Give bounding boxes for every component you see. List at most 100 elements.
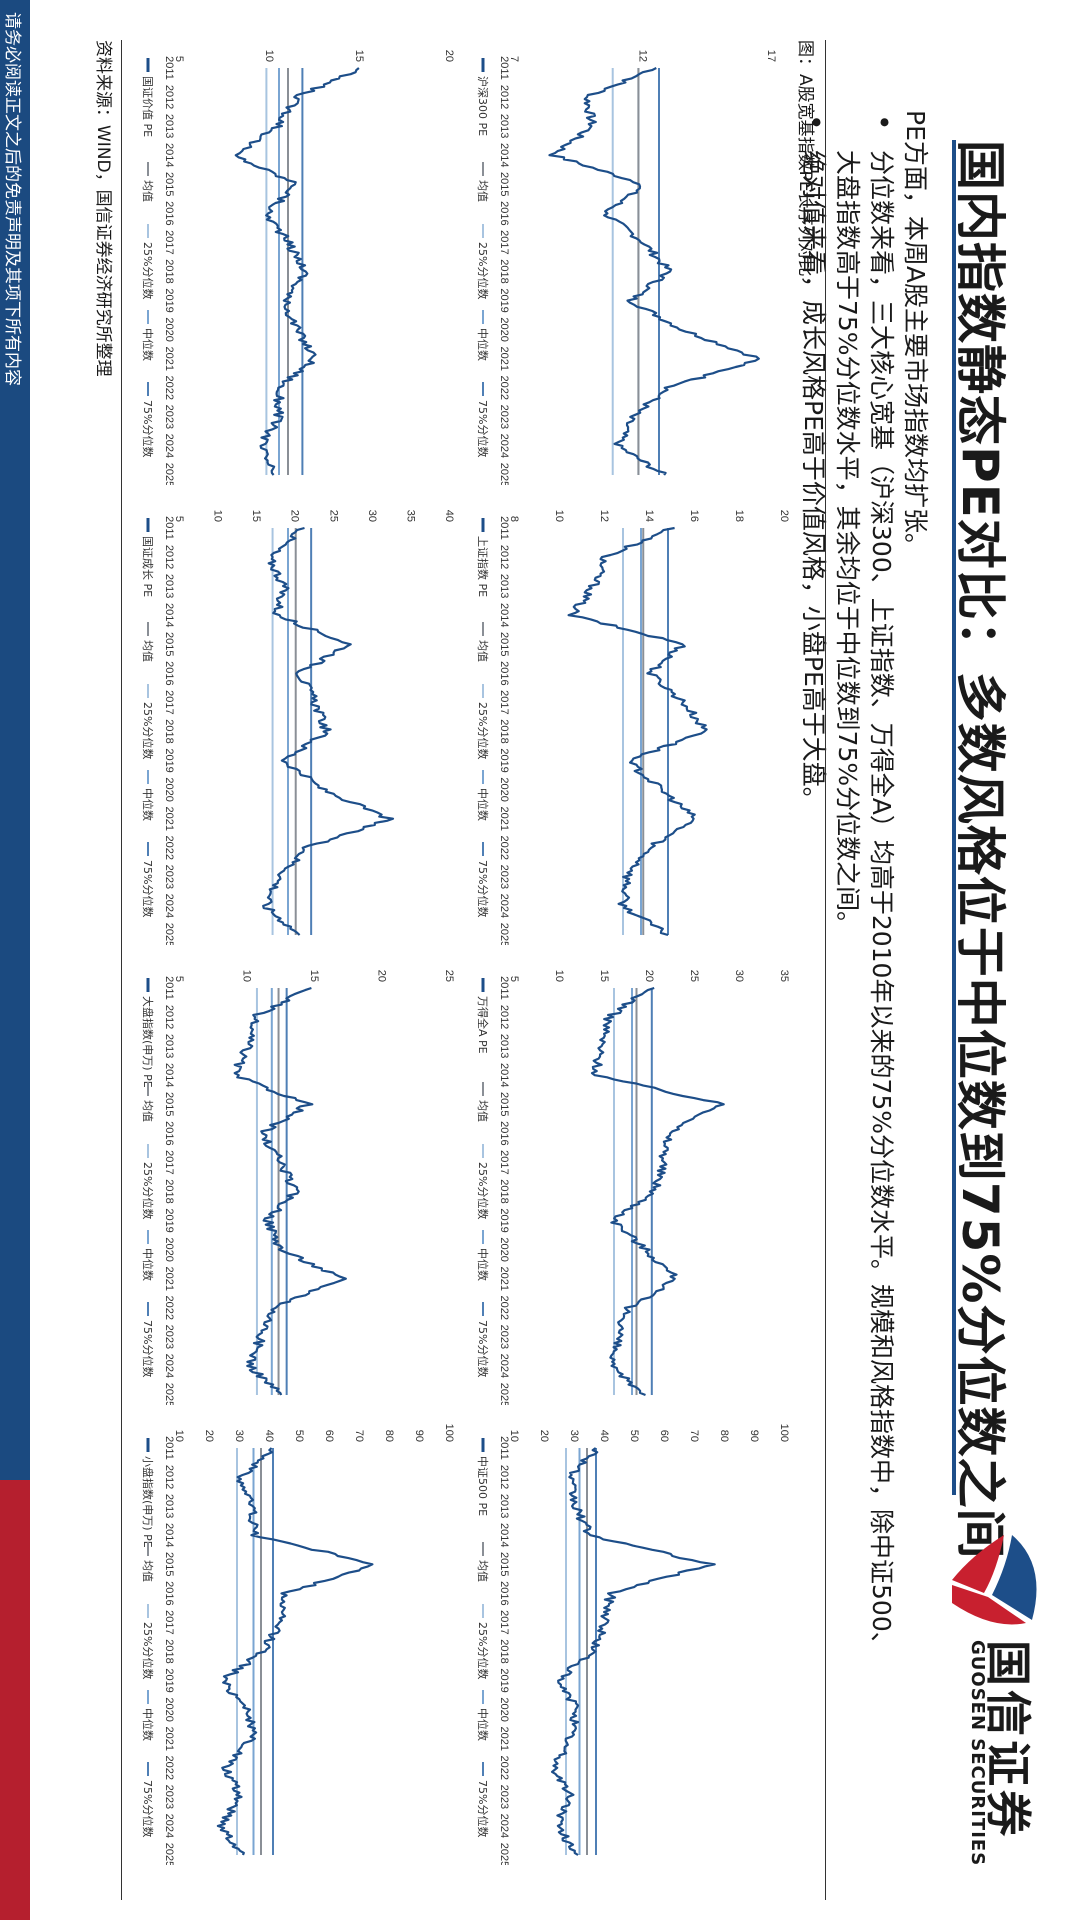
pe-chart-svg: 10 20 30 40 50 60 70 80 90 100 2011 2012 2013 2014 201…: [476, 1424, 790, 1865]
figure-title: 图：A股宽基指数PE长序列对比: [795, 40, 815, 277]
x-tick-label: 2013: [498, 574, 510, 598]
x-tick-label: 2018: [498, 719, 510, 743]
legend-label: 75%分位数: [141, 860, 155, 917]
title-divider: [952, 140, 956, 1495]
y-tick-label: 80: [383, 1430, 395, 1442]
pe-chart-svg: 8 10 12 14 16 18 20 2011 2012 2013 2014 2015 2016 201…: [476, 510, 790, 945]
x-tick-label: 2011: [498, 1436, 510, 1460]
x-tick-label: 2021: [498, 1726, 510, 1750]
legend-label: 中位数: [476, 1248, 490, 1281]
x-tick-label: 2022: [163, 1756, 175, 1780]
x-tick-label: 2014: [498, 1523, 510, 1547]
x-tick-label: 2024: [498, 434, 510, 458]
figure-top-rule: [825, 40, 826, 1900]
x-tick-label: 2012: [163, 545, 175, 569]
y-tick-label: 25: [327, 510, 339, 522]
pe-chart-svg: 10 20 30 40 50 60 70 80 90 100 2011 2012 2013 2014 201…: [141, 1424, 455, 1865]
x-tick-label: 2012: [163, 1465, 175, 1489]
pe-chart-3: 5 10 15 20 25 30 35 2011 2012 2013 2014 2015 2016 201…: [465, 950, 795, 1405]
y-tick-label: 35: [778, 970, 790, 982]
x-tick-label: 2017: [498, 230, 510, 254]
x-tick-label: 2019: [498, 1668, 510, 1692]
x-tick-label: 2023: [498, 1785, 510, 1809]
y-tick-label: 20: [643, 970, 655, 982]
series-line: [262, 526, 395, 936]
x-tick-label: 2014: [163, 143, 175, 167]
x-tick-label: 2013: [498, 114, 510, 138]
y-tick-label: 50: [628, 1430, 640, 1442]
series-line: [590, 986, 725, 1397]
x-tick-label: 2018: [163, 1179, 175, 1203]
y-tick-label: 90: [748, 1430, 760, 1442]
x-tick-label: 2015: [163, 1092, 175, 1116]
x-tick-label: 2025: [498, 463, 510, 485]
x-tick-label: 2012: [498, 85, 510, 109]
x-tick-label: 2019: [163, 1208, 175, 1232]
summary-line-3-wrap: 大盘指数高于75%分位数水平，其余均位于中位数到75%分位数之间。: [830, 110, 864, 1890]
x-tick-label: 2023: [163, 405, 175, 429]
legend-label: 均值: [141, 180, 154, 202]
x-tick-label: 2025: [498, 1383, 510, 1405]
x-tick-label: 2015: [498, 172, 510, 196]
bullet-dot: •: [867, 114, 900, 131]
legend-label: 中位数: [141, 328, 155, 361]
x-tick-label: 2018: [163, 1639, 175, 1663]
y-tick-label: 20: [289, 510, 301, 522]
x-tick-label: 2017: [163, 1610, 175, 1634]
series-line: [551, 1447, 716, 1856]
legend-label: 中位数: [141, 788, 155, 821]
x-tick-label: 2017: [163, 1150, 175, 1174]
x-tick-label: 2016: [163, 661, 175, 685]
legend-label: 中位数: [476, 328, 490, 361]
x-tick-label: 2013: [498, 1034, 510, 1058]
y-tick-label: 60: [323, 1430, 335, 1442]
legend-label: 中位数: [476, 1708, 490, 1741]
y-tick-label: 20: [778, 510, 790, 522]
y-tick-label: 60: [658, 1430, 670, 1442]
x-tick-label: 2017: [163, 690, 175, 714]
series-line: [548, 67, 760, 476]
y-tick-label: 30: [568, 1430, 580, 1442]
x-tick-label: 2021: [163, 806, 175, 830]
x-tick-label: 2022: [163, 376, 175, 400]
legend-label: 25%分位数: [141, 702, 155, 759]
y-tick-label: 5: [173, 516, 185, 522]
legend-label: 小盘指数(申万) PE: [141, 1456, 155, 1548]
summary-text: PE方面，本周A股主要市场指数均扩张。 • 分位数来看，三大核心宽基（沪深300、…: [796, 110, 932, 1890]
pe-chart-svg: 5 10 15 20 252011201220132014201520162017201…: [141, 970, 455, 1405]
summary-line-2: 分位数来看，三大核心宽基（沪深300、上证指数、万得全A）均高于2010年以来的…: [867, 150, 896, 1657]
x-tick-label: 2011: [498, 56, 510, 80]
legend-label: 沪深300 PE: [476, 76, 490, 136]
pe-chart-svg: 7 12 17 2011 2012 2013 2014 2015 2016 2017 2018 201…: [476, 50, 777, 485]
pe-chart-svg: 5 10 15 20 25 30 35201120122013201420152016201…: [476, 970, 790, 1405]
y-tick-label: 10: [553, 970, 565, 982]
x-tick-label: 2020: [498, 777, 510, 801]
y-tick-label: 8: [508, 516, 520, 522]
pe-chart-1: 7 12 17 2011 2012 2013 2014 2015 2016 2017 2018 201…: [465, 30, 795, 485]
y-tick-label: 10: [173, 1430, 185, 1442]
y-tick-label: 5: [508, 976, 520, 982]
x-tick-label: 2018: [163, 259, 175, 283]
legend-label: 75%分位数: [141, 1780, 155, 1837]
y-tick-label: 20: [538, 1430, 550, 1442]
y-tick-label: 90: [413, 1430, 425, 1442]
x-tick-label: 2020: [163, 777, 175, 801]
guosen-logo-icon: [952, 1535, 1037, 1625]
x-tick-label: 2015: [163, 172, 175, 196]
y-tick-label: 10: [263, 50, 275, 62]
x-tick-label: 2021: [498, 346, 510, 370]
y-tick-label: 50: [293, 1430, 305, 1442]
x-tick-label: 2024: [498, 1354, 510, 1378]
x-tick-label: 2020: [498, 1697, 510, 1721]
x-tick-label: 2019: [498, 1208, 510, 1232]
x-tick-label: 2022: [163, 1296, 175, 1320]
legend-label: 均值: [141, 1560, 154, 1582]
x-tick-label: 2016: [163, 1121, 175, 1145]
page-title: 国内指数静态PE对比：多数风格位于中位数到75%分位数之间: [951, 140, 1009, 1560]
x-tick-label: 2025: [163, 1383, 175, 1405]
y-tick-label: 17: [765, 50, 777, 62]
series-line: [234, 67, 360, 476]
pe-chart-2: 8 10 12 14 16 18 20 2011 2012 2013 2014 2015 2016 201…: [465, 490, 795, 945]
legend-label: 均值: [141, 1100, 154, 1122]
footer-bar: 请务必阅读正文之后的免责声明及其项下所有内容: [0, 0, 30, 1920]
